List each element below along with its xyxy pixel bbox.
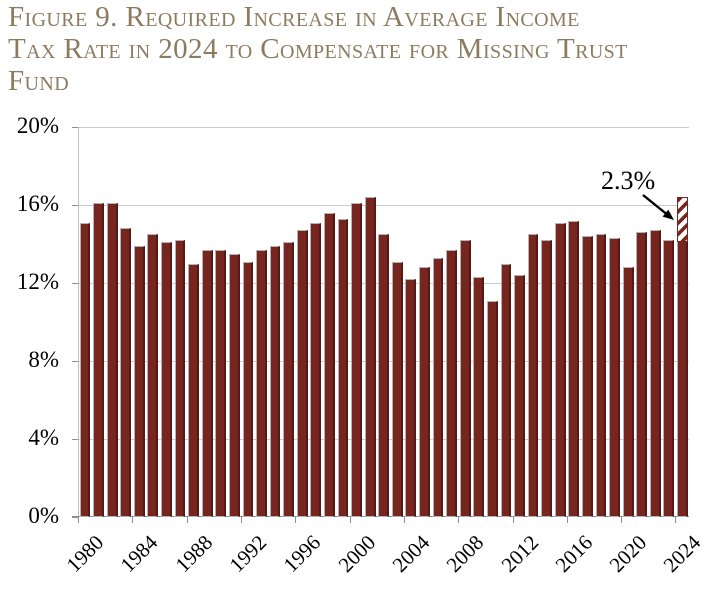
figure-title-line-2: Tax Rate in 2024 to Compensate for Missi… <box>8 33 628 65</box>
figure-title: Figure 9. Required Increase in Average I… <box>8 1 628 97</box>
gridline-16 <box>78 205 689 206</box>
y-axis-line <box>78 127 79 518</box>
bar-2000 <box>351 203 362 517</box>
bar-1996 <box>296 230 308 517</box>
bar-1982 <box>106 203 118 517</box>
x-tick-2004 <box>403 517 405 523</box>
bar-1993 <box>256 249 267 517</box>
bar-2023 <box>663 240 675 517</box>
bar-1994 <box>269 245 281 517</box>
bar-1988 <box>188 263 200 517</box>
bar-2024 <box>677 197 688 517</box>
bar-2022 <box>649 230 661 517</box>
bar-2013 <box>527 234 539 517</box>
x-tick-1996 <box>295 517 297 523</box>
bar-2024-solid <box>677 242 688 517</box>
plot-area <box>72 127 689 523</box>
annotation-arrow-icon <box>642 194 674 220</box>
x-tick-2020 <box>621 517 623 523</box>
bar-2016 <box>568 220 580 517</box>
bar-1987 <box>174 240 186 517</box>
bar-1997 <box>310 222 322 517</box>
bar-1981 <box>93 203 104 517</box>
bar-2018 <box>595 234 607 517</box>
bar-2015 <box>554 222 566 517</box>
bar-2008 <box>459 240 471 517</box>
bar-1980 <box>79 222 91 517</box>
bar-1999 <box>337 218 349 517</box>
bar-2001 <box>364 197 376 517</box>
y-tick-label-4: 4% <box>28 425 59 450</box>
bar-1990 <box>215 249 227 517</box>
bar-1985 <box>147 234 159 517</box>
bar-2007 <box>446 249 457 517</box>
y-tick-4 <box>72 439 78 440</box>
x-tick-1984 <box>132 517 134 523</box>
x-tick-2024 <box>675 517 677 523</box>
bar-2003 <box>391 261 403 517</box>
y-tick-label-8: 8% <box>28 347 59 372</box>
bar-1989 <box>201 249 213 517</box>
bar-2014 <box>541 240 553 517</box>
bar-2010 <box>486 300 498 517</box>
y-tick-12 <box>72 283 78 284</box>
y-tick-label-16: 16% <box>16 191 59 216</box>
bar-1986 <box>161 242 172 517</box>
y-tick-16 <box>72 205 78 206</box>
bar-2002 <box>378 234 390 517</box>
y-tick-label-12: 12% <box>16 269 59 294</box>
bar-2004 <box>405 279 417 517</box>
x-tick-1992 <box>240 517 242 523</box>
x-tick-2000 <box>349 517 351 523</box>
bar-1991 <box>228 253 240 517</box>
bar-1984 <box>133 245 145 517</box>
y-tick-label-20: 20% <box>16 113 59 138</box>
bar-2012 <box>514 275 525 517</box>
y-tick-8 <box>72 361 78 362</box>
annotation-increase-label: 2.3% <box>601 166 656 195</box>
x-tick-2008 <box>458 517 460 523</box>
bar-2011 <box>500 263 512 517</box>
gridline-20 <box>78 127 689 128</box>
bar-2019 <box>609 238 620 517</box>
x-tick-1980 <box>78 517 79 523</box>
bar-1998 <box>324 212 335 517</box>
y-tick-label-0: 0% <box>28 503 59 528</box>
y-tick-0 <box>72 517 78 518</box>
bar-1992 <box>242 261 254 517</box>
bar-2006 <box>432 257 444 517</box>
bar-2024-hatched-increase <box>677 197 688 242</box>
bar-2021 <box>636 232 648 517</box>
bar-2005 <box>419 267 430 517</box>
bar-1983 <box>120 228 132 517</box>
figure-title-line-1: Figure 9. Required Increase in Average I… <box>8 1 580 33</box>
bar-1995 <box>283 242 295 517</box>
bar-2017 <box>581 236 593 517</box>
x-tick-2012 <box>512 517 514 523</box>
x-tick-2016 <box>566 517 568 523</box>
bar-2020 <box>622 267 634 517</box>
x-tick-1988 <box>186 517 188 523</box>
figure-title-line-3: Fund <box>8 65 70 97</box>
bar-2009 <box>473 277 485 517</box>
y-tick-20 <box>72 127 78 128</box>
